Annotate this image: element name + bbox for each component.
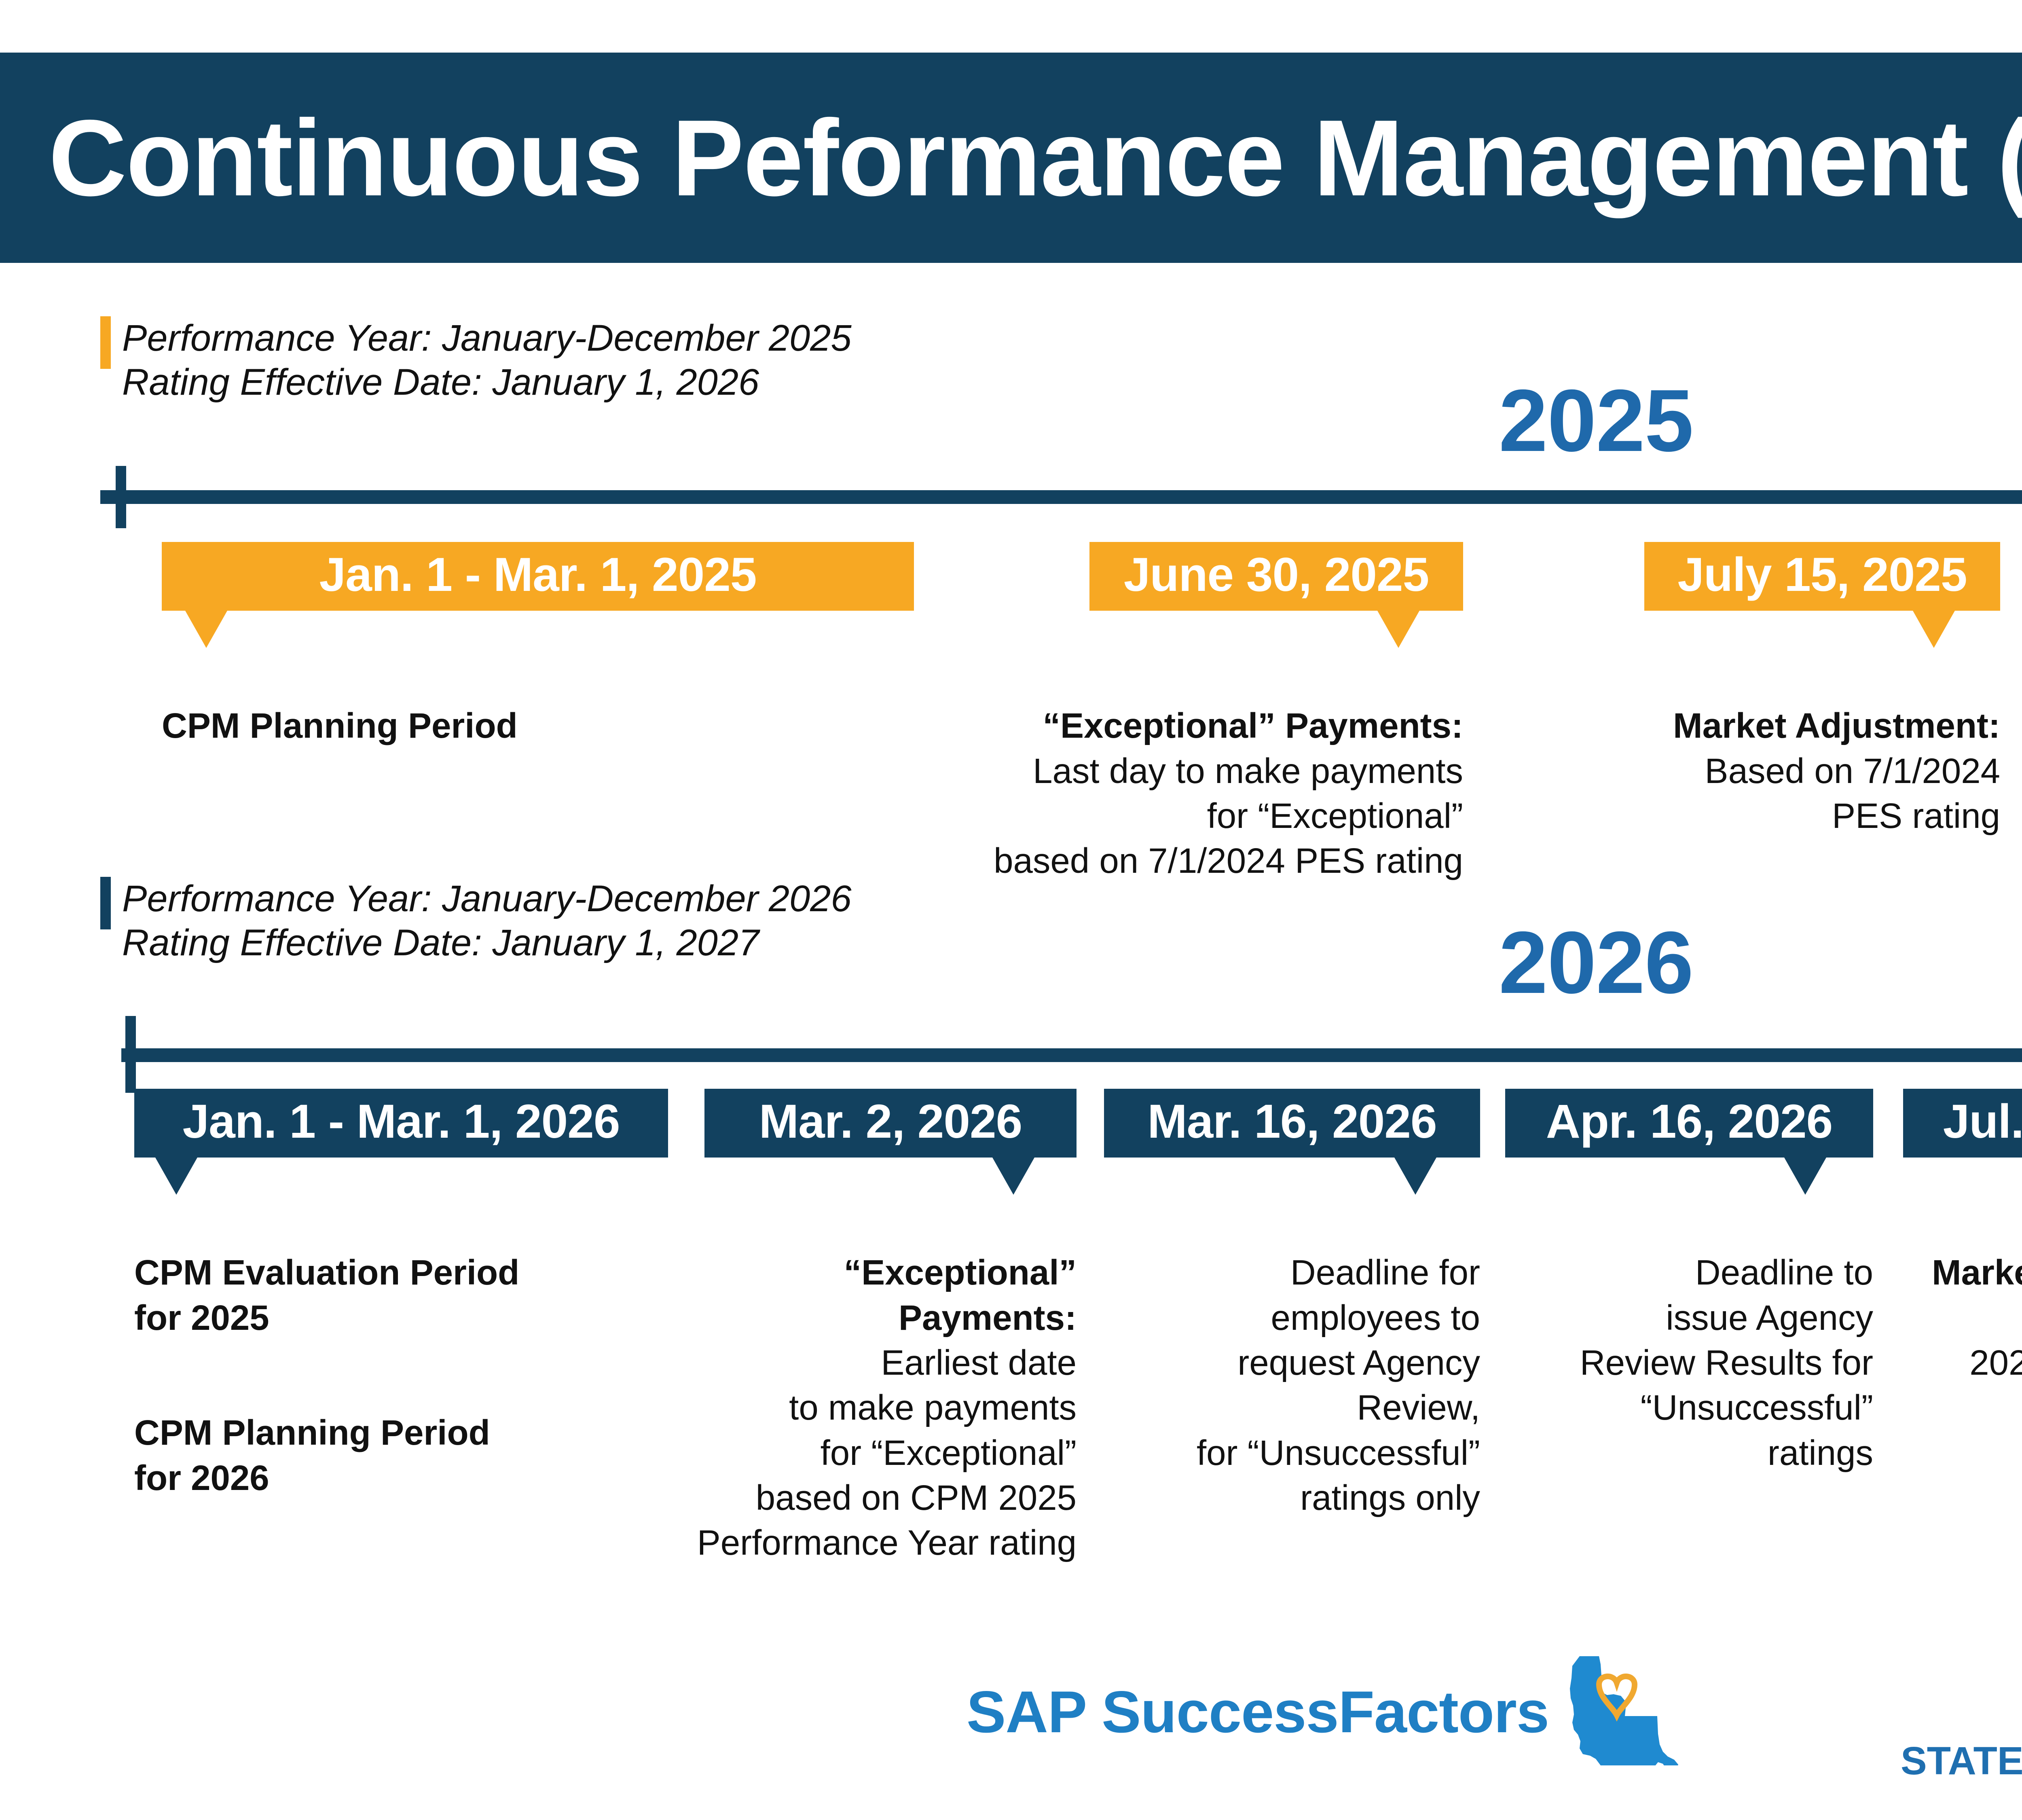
milestone-2026-1-heading: CPM Evaluation Period for 2025 [134,1253,520,1337]
timeline-axis-2026 [121,1048,2022,1062]
milestone-2026-3-date: Mar. 16, 2026 [1147,1095,1437,1148]
milestone-2025-1-callout[interactable]: Jan. 1 - Mar. 1, 2025 [162,542,914,648]
timeline-axis-2026-cap-left [125,1016,136,1093]
milestone-2026-4-body: Deadline to issue Agency Review Results … [1469,1205,1873,1475]
milestone-2026-3-detail: Deadline for employees to request Agency… [1196,1253,1480,1518]
milestone-2026-2-date: Mar. 2, 2026 [759,1095,1023,1148]
scs-word-state: STATE [1901,1739,2022,1783]
milestone-2025-1-heading: CPM Planning Period [162,706,518,746]
milestone-2026-4[interactable]: Apr. 16, 2026 Deadline to issue Agency R… [1505,1089,1873,1475]
milestone-2025-2-body: “Exceptional” Payments: Last day to make … [980,658,1463,884]
sap-successfactors-label: SAP SuccessFactors [967,1678,1549,1745]
milestone-2025-3-heading: Market Adjustment: [1673,706,2000,746]
milestone-2026-1-tail [155,1157,197,1195]
page-title: Continuous Peformance Management (CPM) 2… [0,104,2022,212]
year-heading-2026: 2026 [1499,914,1694,1012]
milestone-2026-2-body: “Exceptional” Payments: Earliest date to … [640,1205,1077,1566]
milestone-2026-2-tail [992,1157,1034,1195]
milestone-2026-4-tail [1784,1157,1826,1195]
milestone-2025-3-date: July 15, 2025 [1677,548,1967,601]
legend-2025-line1-label: Performance Year: [122,317,432,359]
legend-2025: Performance Year: January-December 2025 … [100,316,852,403]
milestone-2026-1-body: CPM Evaluation Period for 2025 CPM Plann… [134,1205,668,1500]
milestone-2026-5-callout[interactable]: Jul. 15, 2026 [1903,1089,2022,1158]
louisiana-heart-icon [1563,1656,1680,1777]
milestone-2026-4-date: Apr. 16, 2026 [1546,1095,1833,1148]
milestone-2025-1-date: Jan. 1 - Mar. 1, 2025 [319,548,757,601]
milestone-2025-1-body: CPM Planning Period [162,658,914,749]
milestone-2026-2-callout[interactable]: Mar. 2, 2026 [704,1089,1077,1195]
year-heading-2025: 2025 [1499,372,1694,470]
milestone-2025-2-tail [1377,610,1419,648]
milestone-2026-1[interactable]: Jan. 1 - Mar. 1, 2026 CPM Evaluation Per… [134,1089,668,1500]
milestone-2026-2-heading: “Exceptional” Payments: [844,1253,1077,1337]
milestone-2026-1-gap [134,1340,668,1365]
milestone-2025-2-detail: Last day to make payments for “Exception… [994,751,1463,881]
timeline-axis-2025-cap-left [116,466,126,528]
milestone-2025-2-callout[interactable]: June 30, 2025 [1089,542,1463,648]
state-civil-service-logo: STATECIVILSERVICE [1901,1632,2022,1780]
sap-successfactors-logo: SAP SuccessFactors [967,1656,1680,1777]
legend-2026-line1: Performance Year: January-December 2026 [122,877,852,921]
milestone-2026-5-detail: Based on CPM 2025 Performance Year ratin… [1969,1343,2022,1382]
milestone-2026-1-callout[interactable]: Jan. 1 - Mar. 1, 2026 [134,1089,668,1195]
milestone-2026-4-callout[interactable]: Apr. 16, 2026 [1505,1089,1873,1195]
milestone-2026-5-body: Market Adjustment: Based on CPM 2025 Perf… [1883,1205,2022,1431]
legend-2025-text: Performance Year: January-December 2025 … [111,316,852,403]
legend-2025-line2-value: January 1, 2026 [482,361,759,403]
legend-2026-line2: Rating Effective Date: January 1, 2027 [122,921,852,965]
legend-2025-line2-label: Rating Effective Date: [122,361,482,403]
milestone-2025-1-tail [185,610,227,648]
state-civil-service-seal-icon [1901,1632,2022,1735]
milestone-2026-3-body: Deadline for employees to request Agency… [1095,1205,1480,1521]
header-bar: Continuous Peformance Management (CPM) 2… [0,53,2022,263]
milestone-2025-2-heading: “Exceptional” Payments: [1043,706,1464,746]
milestone-2025-3-tail [1913,610,1955,648]
milestone-2026-3[interactable]: Mar. 16, 2026 Deadline for employees to … [1104,1089,1480,1520]
legend-2026: Performance Year: January-December 2026 … [100,877,852,963]
legend-marker-2025 [100,316,111,369]
legend-2026-line1-label: Performance Year: [122,878,432,919]
milestone-2026-1-date: Jan. 1 - Mar. 1, 2026 [182,1095,620,1148]
legend-2026-line1-value: January-December 2026 [431,878,852,919]
state-civil-service-wordmark: STATECIVILSERVICE [1901,1741,2022,1780]
milestone-2025-3[interactable]: July 15, 2025 Market Adjustment: Based on… [1644,542,2000,838]
milestone-2026-5-heading: Market Adjustment: [1932,1253,2022,1293]
milestone-2026-4-detail: Deadline to issue Agency Review Results … [1580,1253,1873,1473]
milestone-2025-1[interactable]: Jan. 1 - Mar. 1, 2025 CPM Planning Perio… [162,542,914,749]
legend-2025-line1-value: January-December 2025 [431,317,852,359]
milestone-2025-3-body: Market Adjustment: Based on 7/1/2024 PES … [1592,658,2000,838]
milestone-2025-2[interactable]: June 30, 2025 “Exceptional” Payments: Las… [994,542,1463,884]
milestone-2025-3-callout[interactable]: July 15, 2025 [1644,542,2000,648]
milestone-2025-2-date: June 30, 2025 [1123,548,1430,601]
legend-2025-line1: Performance Year: January-December 2025 [122,316,852,360]
milestone-2026-2-detail: Earliest date to make payments for “Exce… [697,1343,1077,1563]
timeline-axis-2025 [100,490,2022,504]
milestone-2026-2[interactable]: Mar. 2, 2026 “Exceptional” Payments: Earl… [697,1089,1077,1566]
milestone-2025-3-detail: Based on 7/1/2024 PES rating [1705,751,2000,836]
milestone-2026-3-callout[interactable]: Mar. 16, 2026 [1104,1089,1480,1195]
legend-2026-line2-label: Rating Effective Date: [122,922,482,963]
milestone-2026-1-heading2: CPM Planning Period for 2026 [134,1413,490,1498]
legend-marker-2026 [100,877,111,929]
milestone-2026-5[interactable]: Jul. 15, 2026 Market Adjustment: Based on… [1903,1089,2022,1431]
page-title-main: Continuous Peformance Management (CPM) [49,97,2022,218]
legend-2026-text: Performance Year: January-December 2026 … [111,877,852,963]
milestone-2026-3-tail [1394,1157,1436,1195]
legend-2025-line2: Rating Effective Date: January 1, 2026 [122,360,852,404]
legend-2026-line2-value: January 1, 2027 [482,922,759,963]
milestone-2026-5-date: Jul. 15, 2026 [1943,1095,2022,1148]
